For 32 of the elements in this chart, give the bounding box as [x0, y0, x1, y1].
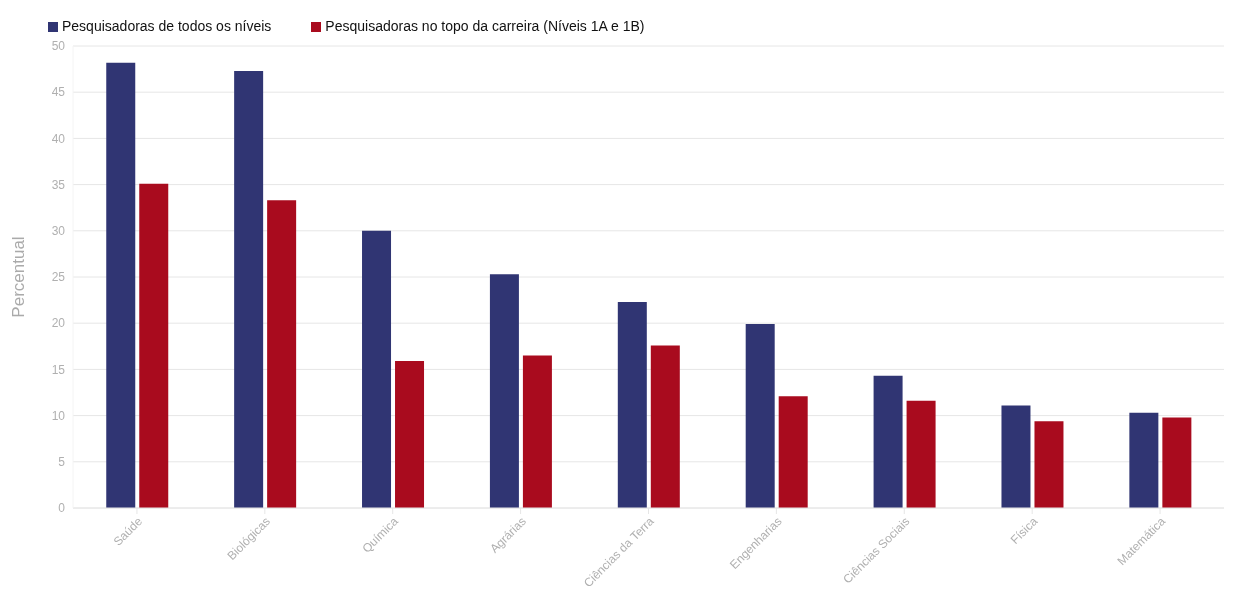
y-tick-label: 35	[51, 177, 66, 192]
bar	[1034, 421, 1064, 508]
legend-label: Pesquisadoras de todos os níveis	[62, 18, 272, 34]
bar	[778, 396, 808, 508]
y-tick-label: 15	[51, 362, 66, 377]
bar	[139, 183, 169, 508]
y-tick-label: 20	[51, 316, 66, 331]
bar	[489, 274, 519, 508]
bar	[906, 400, 936, 508]
bar	[1162, 417, 1192, 508]
bar	[106, 62, 136, 508]
legend-label: Pesquisadoras no topo da carreira (Níveis 1A e 1B)	[325, 18, 645, 34]
bar	[267, 200, 297, 508]
bar	[522, 355, 552, 508]
y-tick-label: 10	[51, 408, 66, 423]
bar	[745, 324, 775, 508]
bar	[1001, 405, 1031, 508]
bar	[1129, 412, 1159, 508]
bar	[873, 375, 903, 508]
y-tick-label: 30	[51, 224, 66, 239]
y-tick-label: 50	[51, 39, 66, 54]
y-tick-label: 25	[51, 270, 66, 285]
bar	[234, 70, 264, 508]
bar	[395, 361, 425, 508]
y-tick-label: 0	[58, 501, 66, 516]
bar	[362, 230, 392, 508]
bar	[650, 345, 680, 508]
y-tick-label: 45	[51, 85, 66, 100]
y-axis-title: Percentual	[9, 236, 29, 318]
y-tick-label: 5	[58, 455, 66, 470]
bar	[617, 301, 647, 508]
y-tick-label: 40	[51, 131, 66, 146]
